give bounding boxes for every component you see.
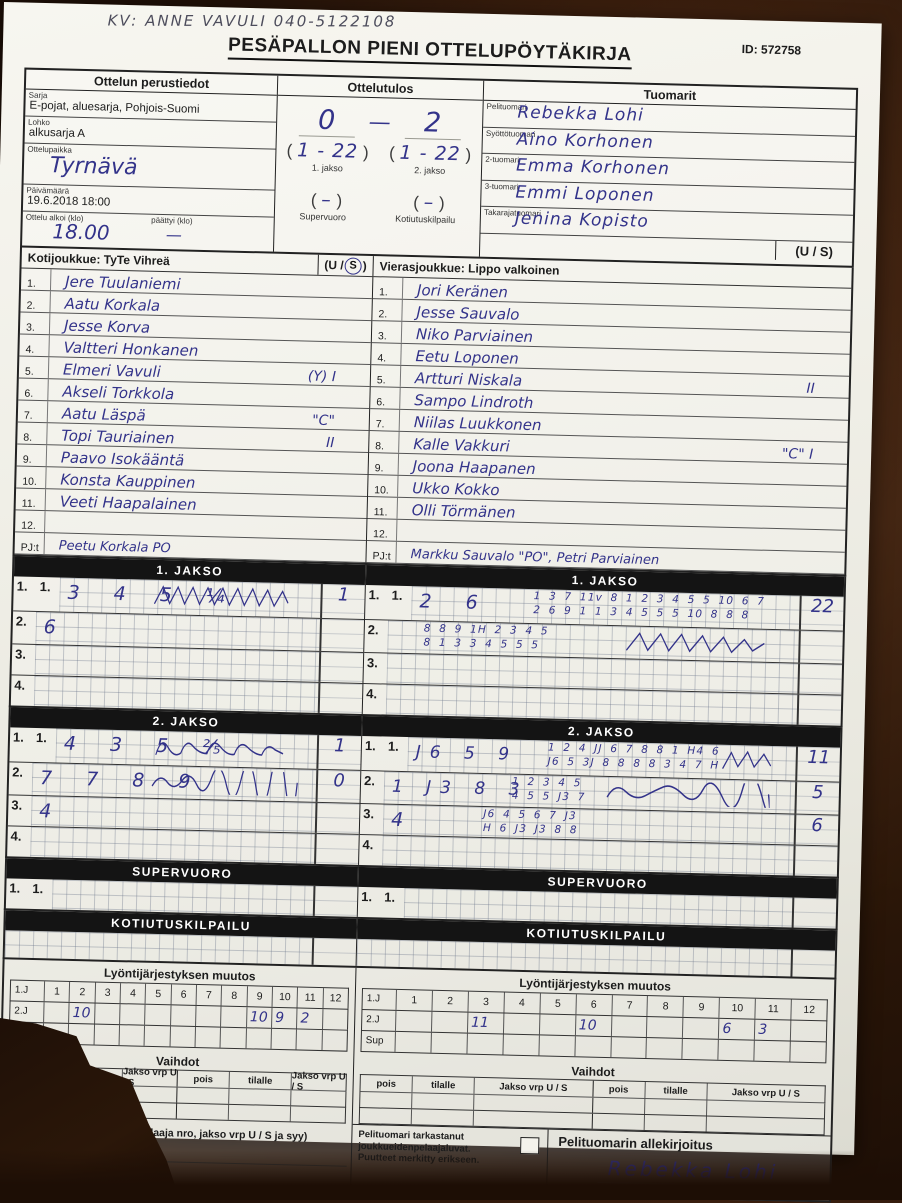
form-id: ID: 572758	[741, 42, 802, 58]
scribble-wave	[606, 779, 771, 808]
scoresheet-paper: KV: ANNE VAVULI 040-5122108 PESÄPALLON P…	[0, 2, 882, 1203]
jakso1-home: 1. JAKSO 1. 1. 3 4 5 ¼ 1 2. 6 3. 4.	[10, 556, 367, 714]
field-alkoi-paattyi: Ottelu alkoi (klo) 18.00 päättyi (klo) —	[25, 212, 193, 245]
kotiutus-score: –	[423, 191, 435, 214]
score-row: 2. 8 8 9 1H 2 3 4 5 8 1 3 3 4 5 5 5	[364, 620, 843, 665]
home-team-name: Kotijoukkue: TyTe Vihreä	[27, 250, 170, 269]
supervuoro-away: SUPERVUORO 1. 1.	[358, 866, 837, 929]
jakso2-score: 1 - 22	[399, 141, 462, 166]
handwritten-venue: Tyrnävä	[49, 153, 138, 181]
scribble-zigzag	[722, 750, 772, 769]
home-final-score: 0	[298, 105, 356, 138]
jakso1-away: 1. JAKSO 1. 1. 2 6 1 3 7 11v 8 1 2 3 4 5 …	[363, 565, 845, 726]
home-roster: Kotijoukkue: TyTe Vihreä (U / S) 1. Jere T…	[14, 247, 374, 564]
jakso2-label: 2. jakso	[414, 165, 446, 176]
score-row: 1. 1. J6 5 9 1 2 4 JJ 6 7 8 8 1 H4 6 J6 5…	[361, 735, 841, 783]
jakso2-section: 2. JAKSO 1. 1. 4 3 5 ⅖ 1 2. 7 7 8 9 0 3. …	[5, 707, 843, 879]
kotiutus-home: KOTIUTUSKILPAILU	[4, 910, 358, 966]
jakso2-away: 2. JAKSO 1. 1. J6 5 9 1 2 4 JJ 6 7 8 8 1 …	[359, 715, 841, 877]
score-row: 2. 7 7 8 9 0	[8, 762, 361, 804]
us-mark-referees: (U / S)	[774, 240, 853, 262]
field-ottelupaikka: Ottelupaikka Tyrnävä	[23, 143, 276, 191]
score-row: 1. 1. 3 4 5 ¼ 1	[13, 576, 365, 620]
final-score: 0 — 2	[277, 96, 483, 141]
match-header-table: Ottelun perustiedot Sarja E-pojat, alues…	[20, 67, 859, 268]
form-title: PESÄPALLON PIENI OTTELUPÖYTÄKIRJA	[227, 34, 632, 70]
scribble-wave	[152, 768, 299, 797]
scribble-zigzag	[155, 742, 284, 756]
scribble-zigzag	[154, 585, 289, 608]
score-row: 1. 1. 4 3 5 ⅖ 1	[9, 727, 362, 771]
jakso1-section: 1. JAKSO 1. 1. 3 4 5 ¼ 1 2. 6 3. 4.	[8, 556, 847, 728]
title-bar: PESÄPALLON PIENI OTTELUPÖYTÄKIRJA ID: 57…	[25, 3, 860, 76]
us-mark-home: (U / S)	[317, 254, 373, 277]
away-final-score: 2	[404, 107, 462, 141]
circled-s: S	[344, 256, 362, 275]
jakso1-score: 1 - 22	[296, 139, 359, 163]
supervuoro-score: –	[320, 188, 333, 212]
jakso1-label: 1. jakso	[311, 162, 343, 174]
result-box: Ottelutulos 0 — 2 ( 1 - 22 ) ( 1 - 22 ) …	[273, 75, 485, 257]
score-row: 2. 1 J3 8 3 1 2 3 4 5 4 5 5 J3 7 5	[360, 770, 840, 816]
kotiutus-label: Kotiutuskilpailu	[395, 213, 456, 226]
supervuoro-home: SUPERVUORO 1. 1.	[5, 858, 359, 917]
handwritten-start-time: 18.00	[52, 219, 110, 245]
vaihdot-away: Vaihdot pois tilalle Jakso vrp U / S pois t…	[353, 1056, 833, 1136]
rosters: Kotijoukkue: TyTe Vihreä (U / S) 1. Jere T…	[12, 247, 854, 577]
scribble-zigzag	[626, 632, 765, 654]
match-info-box: Ottelun perustiedot Sarja E-pojat, alues…	[22, 69, 279, 252]
handwritten-end-time: —	[165, 225, 183, 245]
referees-box: Tuomarit Pelituomari Rebekka Lohi Syöttö…	[480, 80, 857, 266]
jakso2-home: 2. JAKSO 1. 1. 4 3 5 ⅖ 1 2. 7 7 8 9 0 3. …	[7, 707, 363, 865]
away-roster: Vierasjoukkue: Lippo valkoinen 1. Jori Ke…	[366, 256, 852, 575]
table-shadow	[0, 1150, 902, 1200]
supervuoro-label: Supervuoro	[299, 211, 347, 223]
